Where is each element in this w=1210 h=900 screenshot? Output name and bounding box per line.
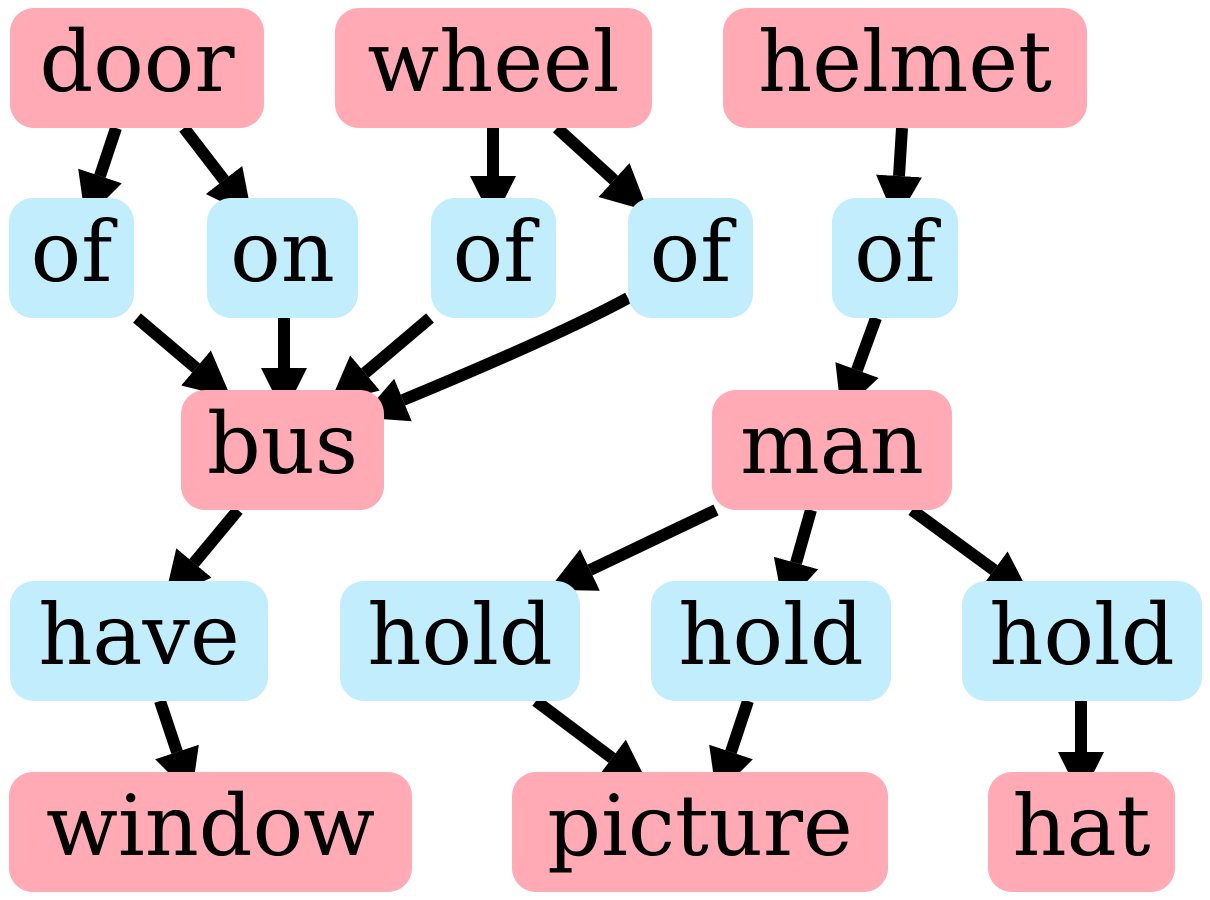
node-label: have: [38, 586, 240, 684]
node-label: of: [452, 203, 535, 301]
node-of-wheel-bus-2: of: [628, 198, 753, 318]
node-of-helmet-man: of: [832, 198, 958, 318]
node-of-wheel-bus-1: of: [431, 198, 556, 318]
node-have: have: [10, 581, 268, 701]
edge-man-to-hold1: [548, 504, 719, 591]
node-label: on: [230, 203, 335, 301]
edge-of3-to-bus: [360, 292, 631, 422]
node-label: bus: [207, 395, 358, 493]
node-label: hold: [367, 586, 553, 684]
edge-have-to-window: [154, 699, 199, 796]
node-label: helmet: [758, 13, 1052, 111]
edge-of1-to-bus: [133, 313, 232, 398]
node-label: picture: [547, 777, 853, 875]
node-label: wheel: [367, 13, 620, 111]
node-label: of: [649, 203, 732, 301]
node-hold-2: hold: [651, 581, 891, 701]
node-hat: hat: [988, 772, 1175, 892]
node-man: man: [712, 390, 952, 510]
node-label: hat: [1012, 777, 1151, 875]
node-label: of: [854, 203, 936, 301]
node-hold-3: hold: [962, 581, 1202, 701]
node-hold-1: hold: [340, 581, 580, 701]
edge-hold2-to-picture: [709, 699, 754, 796]
node-label: hold: [678, 586, 864, 684]
node-label: window: [45, 777, 376, 875]
node-bus: bus: [181, 390, 384, 510]
node-window: window: [9, 772, 412, 892]
node-label: man: [740, 395, 924, 493]
node-wheel: wheel: [335, 8, 652, 128]
edge-of2-to-bus: [329, 313, 434, 403]
edge-hold1-to-picture: [532, 696, 649, 786]
edge-of4-to-man: [835, 315, 882, 414]
edge-door-to-on: [179, 124, 253, 217]
edge-man-to-hold2: [773, 508, 819, 608]
node-on-door-bus: on: [207, 198, 358, 318]
edge-man-to-hold3: [908, 505, 1032, 598]
node-label: of: [30, 203, 113, 301]
edge-door-to-of1: [78, 126, 122, 220]
node-label: door: [39, 13, 235, 111]
node-picture: picture: [512, 772, 888, 892]
edge-bus-to-have: [164, 506, 243, 599]
node-door: door: [10, 8, 264, 128]
node-label: hold: [989, 586, 1175, 684]
edge-helmet-to-of4: [876, 127, 922, 222]
node-of-door-bus: of: [9, 198, 134, 318]
edge-wheel-to-of3: [552, 123, 648, 212]
node-helmet: helmet: [723, 8, 1087, 128]
